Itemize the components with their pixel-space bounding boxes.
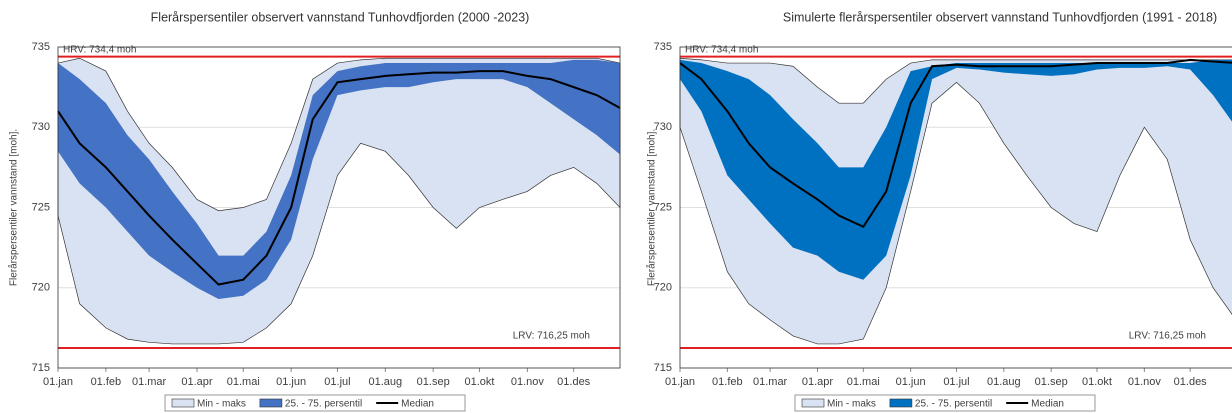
y-axis-label: Flerårspersentiler vannstand [moh]. bbox=[8, 129, 20, 286]
legend-swatch bbox=[171, 398, 195, 408]
x-tick-label: 01.sep bbox=[1035, 376, 1068, 388]
reference-label: HRV: 734,4 moh bbox=[685, 44, 758, 55]
x-tick-label: 01.jun bbox=[896, 376, 926, 388]
band-area bbox=[58, 59, 620, 299]
chart-title: Simulerte flerårspersentiler observert v… bbox=[783, 10, 1217, 24]
band-area bbox=[679, 57, 1232, 345]
y-tick-label: 720 bbox=[32, 282, 50, 294]
y-axis-label: Flerårspersentiler vannstand [moh]. bbox=[646, 129, 658, 286]
reference-label: LRV: 716,25 moh bbox=[513, 331, 590, 342]
x-tick-label: 01.mar bbox=[132, 376, 167, 388]
plot-frame bbox=[679, 46, 1232, 369]
chart: Flerårspersentiler observert vannstand T… bbox=[8, 10, 621, 412]
x-tick-label: 01.okt bbox=[465, 376, 495, 388]
legend-swatch bbox=[259, 398, 283, 408]
chart: Simulerte flerårspersentiler observert v… bbox=[646, 10, 1232, 412]
y-tick-label: 715 bbox=[654, 362, 672, 374]
legend-label: 25. - 75. persentil bbox=[285, 399, 362, 410]
reference-label: HRV: 734,4 moh bbox=[63, 44, 136, 55]
legend-box bbox=[164, 394, 466, 412]
x-tick-label: 01.feb bbox=[91, 376, 122, 388]
x-tick-label: 01.mai bbox=[847, 376, 880, 388]
y-tick-label: 730 bbox=[654, 121, 672, 133]
x-tick-label: 01.sep bbox=[417, 376, 450, 388]
legend-label: Median bbox=[401, 399, 434, 410]
legend-label: Min - maks bbox=[197, 399, 246, 410]
legend-swatch bbox=[889, 398, 913, 408]
y-tick-label: 725 bbox=[654, 201, 672, 213]
x-tick-label: 01.mar bbox=[753, 376, 788, 388]
y-tick-label: 725 bbox=[32, 201, 50, 213]
reference-label: LRV: 716,25 moh bbox=[1129, 331, 1206, 342]
legend-swatch bbox=[801, 398, 825, 408]
median-line bbox=[57, 70, 621, 286]
y-tick-label: 735 bbox=[654, 41, 672, 53]
y-tick-label: 730 bbox=[32, 121, 50, 133]
y-tick-label: 715 bbox=[32, 362, 50, 374]
x-tick-label: 01.des bbox=[557, 376, 591, 388]
legend-label: Median bbox=[1031, 399, 1064, 410]
x-tick-label: 01.mai bbox=[227, 376, 260, 388]
chart-title: Flerårspersentiler observert vannstand T… bbox=[151, 10, 530, 24]
x-tick-label: 01.feb bbox=[712, 376, 743, 388]
median-line bbox=[679, 58, 1232, 229]
x-tick-label: 01.nov bbox=[1128, 376, 1162, 388]
x-tick-label: 01.des bbox=[1174, 376, 1208, 388]
x-tick-label: 01.nov bbox=[511, 376, 545, 388]
x-tick-label: 01.jan bbox=[665, 376, 695, 388]
plot-frame bbox=[57, 46, 621, 369]
legend-label: Min - maks bbox=[827, 399, 876, 410]
x-tick-label: 01.aug bbox=[368, 376, 402, 388]
x-tick-label: 01.aug bbox=[987, 376, 1021, 388]
band-area bbox=[680, 59, 1232, 280]
x-tick-label: 01.apr bbox=[802, 376, 834, 388]
x-tick-label: 01.jul bbox=[324, 376, 350, 388]
legend-label: 25. - 75. persentil bbox=[915, 399, 992, 410]
x-tick-label: 01.okt bbox=[1082, 376, 1112, 388]
y-tick-label: 735 bbox=[32, 41, 50, 53]
x-tick-label: 01.jan bbox=[43, 376, 73, 388]
legend-box bbox=[794, 394, 1096, 412]
x-tick-label: 01.jun bbox=[276, 376, 306, 388]
y-tick-label: 720 bbox=[654, 282, 672, 294]
x-tick-label: 01.apr bbox=[181, 376, 213, 388]
x-tick-label: 01.jul bbox=[943, 376, 969, 388]
